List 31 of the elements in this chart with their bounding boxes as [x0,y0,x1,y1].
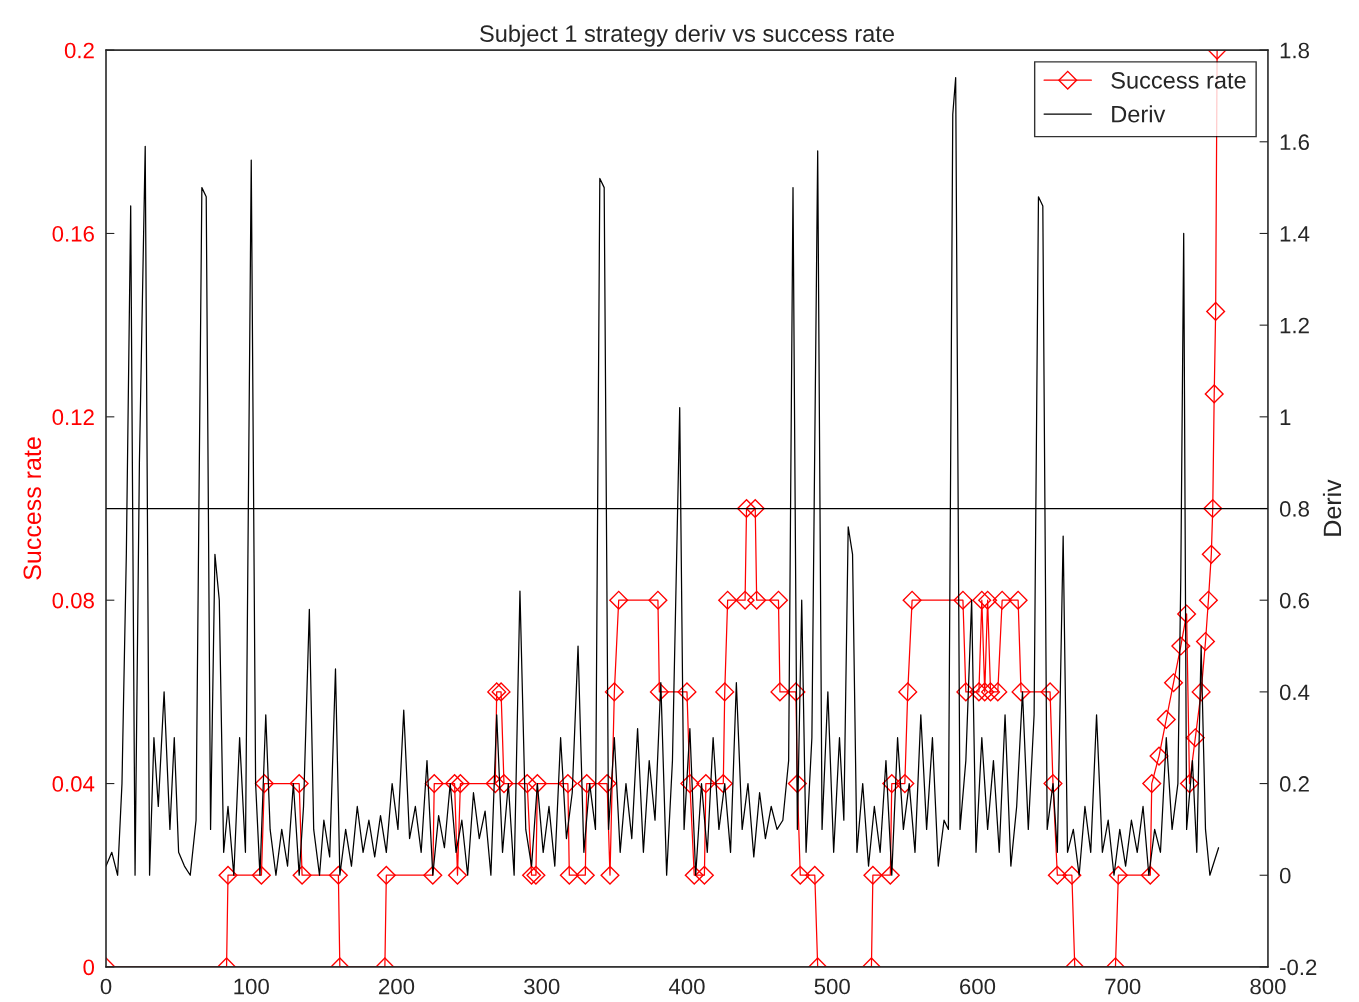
x-tick-label: 700 [1105,978,1141,995]
x-tick-label: 200 [379,978,415,995]
y-tick-label: 0.2 [64,42,94,59]
y2-tick-label: 0 [1279,867,1291,884]
y2-tick-label: -0.2 [1280,959,1317,976]
y-tick-label: 0.08 [52,592,94,609]
y-tick-label: 0.12 [52,409,94,426]
y2-tick-label: 0.6 [1279,592,1309,609]
y2-axis-title: Deriv [1322,479,1342,536]
y-axis-title: Success rate [23,437,42,580]
y2-tick-label: 0.2 [1279,776,1309,792]
chart-title: Subject 1 strategy deriv vs success rate [480,24,894,47]
x-tick-label: 800 [1250,978,1286,995]
y2-tick-label: 0.4 [1279,684,1310,701]
x-tick-label: 500 [814,978,850,995]
x-tick-label: 100 [234,978,269,995]
legend-label: Success rate [1111,71,1246,89]
y2-tick-label: 1.4 [1280,226,1310,242]
y2-tick-label: 1.2 [1280,317,1309,334]
x-tick-label: 300 [524,978,560,995]
y2-tick-label: 0.8 [1279,501,1309,517]
x-tick-label: 0 [100,978,112,995]
x-tick-label: 400 [668,978,705,995]
y-tick-label: 0.16 [52,226,94,242]
y2-tick-label: 1.8 [1280,42,1309,59]
x-tick-label: 600 [960,978,996,995]
y2-tick-label: 1 [1280,409,1291,425]
y-tick-label: 0 [83,959,95,976]
y2-tick-label: 1.6 [1280,134,1309,151]
legend-label: Deriv [1112,105,1166,123]
y-tick-label: 0.04 [52,776,95,792]
